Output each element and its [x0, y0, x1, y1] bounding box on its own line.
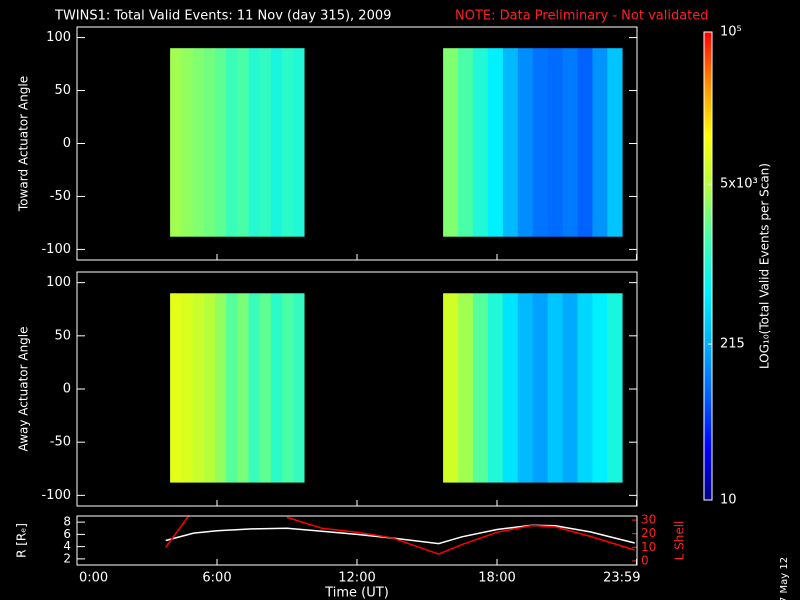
- heatmap-cell: [259, 48, 272, 237]
- heatmap-cell: [181, 293, 193, 483]
- heatmap-cell: [577, 293, 593, 483]
- heatmap-cell: [472, 48, 489, 237]
- heatmap-cell: [203, 48, 216, 237]
- x-tick-label: 0:00: [79, 571, 108, 586]
- colorbar-tick-label: 215: [720, 337, 745, 352]
- y-axis-label: Away Actuator Angle: [17, 326, 31, 451]
- y-tick-label: -100: [41, 242, 71, 257]
- heatmap-cell: [170, 293, 182, 483]
- note: NOTE: Data Preliminary - Not validated: [455, 9, 709, 24]
- y-tick-label: 100: [46, 275, 71, 290]
- heatmap-cell: [270, 48, 283, 237]
- heatmap-cell: [607, 48, 623, 237]
- colorbar-tick-label: 10: [720, 493, 737, 508]
- colorbar-tick-label: 5x10³: [720, 177, 758, 192]
- y2-tick-label: 10: [641, 540, 656, 554]
- y-tick-label: 0: [63, 136, 71, 151]
- y-tick-label: 100: [46, 30, 71, 45]
- heatmap-cell: [226, 48, 238, 237]
- y-tick-label: 8: [63, 515, 71, 529]
- y-tick-label: 0: [63, 382, 71, 397]
- y-axis-label: R [Rₑ]: [15, 523, 29, 558]
- heatmap-cell: [443, 293, 459, 483]
- y2-tick-label: 0: [641, 553, 649, 567]
- heatmap-cell: [592, 48, 608, 237]
- y-axis-label: Toward Actuator Angle: [17, 76, 31, 212]
- x-axis-label: Time (UT): [324, 586, 389, 600]
- heatmap-cell: [237, 48, 249, 237]
- heatmap-cell: [458, 293, 474, 483]
- heatmap-cell: [517, 293, 534, 483]
- heatmap-cell: [577, 48, 593, 237]
- y-tick-label: -100: [41, 488, 71, 503]
- y-tick-label: -50: [50, 189, 71, 204]
- heatmap-cell: [502, 48, 519, 237]
- heatmap-cell: [270, 293, 283, 483]
- y-tick-label: 50: [54, 328, 71, 343]
- y-tick-label: 50: [54, 83, 71, 98]
- x-tick-label: 18:00: [478, 571, 515, 586]
- heatmap-cell: [607, 293, 623, 483]
- heatmap-cell: [282, 48, 294, 237]
- line-clip: [165, 516, 635, 555]
- heatmap-cell: [226, 293, 238, 483]
- heatmap-cell: [487, 293, 504, 483]
- heatmap-cell: [203, 293, 216, 483]
- heatmap-cell: [532, 48, 549, 237]
- heatmap-cell: [181, 48, 193, 237]
- heatmap-cell: [562, 48, 578, 237]
- heatmap-cell: [592, 293, 608, 483]
- heatmap-cell: [293, 48, 305, 237]
- heatmap-cell: [214, 48, 227, 237]
- y2-tick-label: 30: [641, 513, 656, 527]
- heatmap-cell: [214, 293, 227, 483]
- y2-tick-label: 20: [641, 526, 656, 540]
- colorbar-label: LOG₁₀(Total Valid Events per Scan): [758, 163, 772, 369]
- title: TWINS1: Total Valid Events: 11 Nov (day …: [54, 9, 391, 24]
- heatmap-cell: [192, 293, 205, 483]
- colorbar: [703, 31, 713, 501]
- x-tick-label: 23:59: [603, 571, 640, 586]
- y-tick-label: -50: [50, 435, 71, 450]
- heatmap-cell: [259, 293, 272, 483]
- heatmap-cell: [562, 293, 578, 483]
- y2-axis-label: L Shell: [673, 521, 687, 561]
- heatmap-cell: [547, 293, 564, 483]
- date-stamp: 7 May 12: [779, 557, 790, 600]
- heatmap-cell: [248, 48, 261, 237]
- heatmap-cell: [192, 48, 205, 237]
- heatmap-cell: [487, 48, 504, 237]
- heatmap-cell: [170, 48, 182, 237]
- x-tick-label: 6:00: [202, 571, 231, 586]
- line-series: [165, 516, 635, 555]
- heatmap-cell: [443, 48, 459, 237]
- heatmap-cell: [293, 293, 305, 483]
- heatmap-cell: [458, 48, 474, 237]
- heatmap-cell: [502, 293, 519, 483]
- heatmap-cell: [532, 293, 549, 483]
- heatmap-cell: [547, 48, 564, 237]
- heatmap-cell: [517, 48, 534, 237]
- heatmap-cell: [472, 293, 489, 483]
- heatmap-cell: [237, 293, 249, 483]
- y-tick-label: 2: [63, 551, 71, 565]
- y-tick-label: 6: [63, 527, 71, 541]
- colorbar-tick-label: 10⁵: [720, 25, 742, 40]
- heatmap-cell: [248, 293, 261, 483]
- heatmap-cell: [282, 293, 294, 483]
- x-tick-label: 12:00: [338, 571, 375, 586]
- y-tick-label: 4: [63, 539, 71, 553]
